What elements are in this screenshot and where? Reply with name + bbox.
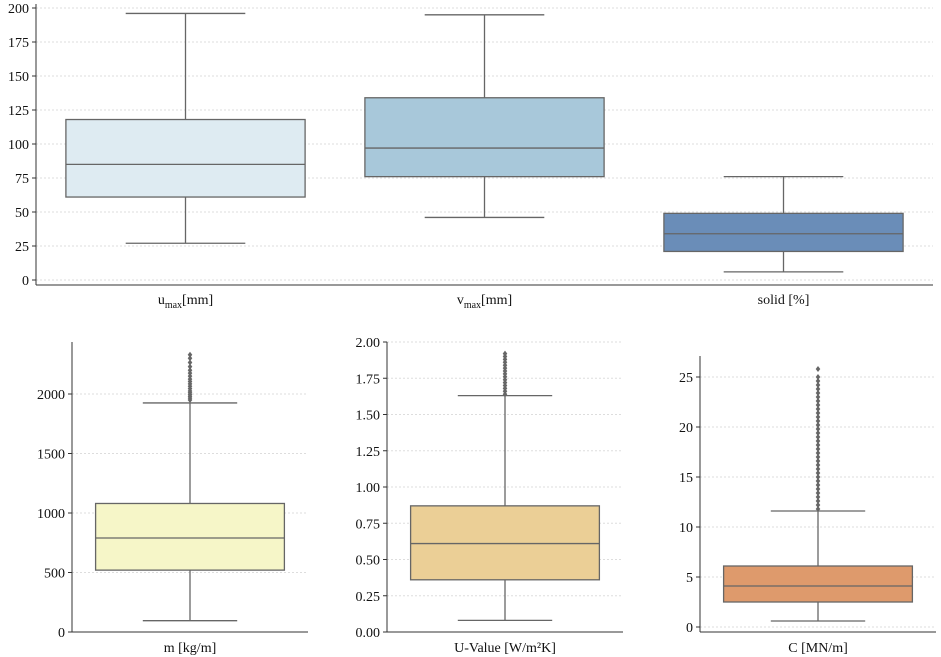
y-tick-label: 500 — [44, 567, 65, 582]
y-tick-label: 0 — [686, 621, 693, 636]
chart-panel-4: 0 5 10 15 20 25 C [MN/m] — [679, 356, 936, 656]
y-tick-label: 0.75 — [356, 517, 381, 532]
y-tick-label: 50 — [15, 206, 29, 221]
outlier-point — [815, 402, 821, 408]
outlier-point — [815, 466, 821, 472]
chart-panel-3: 0.00 0.25 0.50 0.75 1.00 1.25 1.50 1.75 2.00 U-Va… — [356, 336, 623, 656]
y-tick-label: 100 — [8, 138, 29, 153]
x-category-label: umax[mm] — [158, 293, 213, 311]
y-tick-label: 0.00 — [356, 626, 381, 641]
y-tick-label: 1500 — [37, 448, 65, 463]
box-iqr — [722, 565, 914, 603]
y-tick-label: 25 — [15, 240, 29, 255]
outlier-point — [187, 359, 193, 366]
outlier-point — [815, 486, 821, 492]
box-group — [364, 14, 605, 219]
y-tick-label: 1.50 — [356, 409, 381, 424]
box-group — [663, 175, 904, 273]
outlier-point — [815, 446, 821, 452]
box-group — [65, 12, 306, 244]
outlier-point — [815, 378, 821, 384]
y-tick-label: 5 — [686, 571, 693, 586]
y-tick-label: 0.50 — [356, 554, 381, 569]
y-tick-label: 0.25 — [356, 590, 381, 605]
x-category-label: solid [%] — [758, 293, 810, 308]
y-tick-label: 1.75 — [356, 372, 381, 387]
box-group — [722, 366, 914, 622]
outlier-point — [815, 442, 821, 448]
chart-panel-2: 0 500 1000 1500 2000 m [kg/m] — [37, 342, 308, 656]
outlier-point — [815, 454, 821, 460]
y-tick-label: 10 — [679, 521, 693, 536]
outlier-point — [815, 438, 821, 444]
outlier-point — [815, 478, 821, 484]
outlier-point — [815, 398, 821, 404]
y-tick-label: 75 — [15, 172, 29, 187]
x-category-label: U-Value [W/m²K] — [454, 641, 556, 656]
y-tick-label: 0 — [22, 274, 29, 289]
outlier-point — [815, 434, 821, 440]
box-group — [409, 350, 601, 622]
outlier-point — [815, 374, 821, 380]
box-iqr — [663, 212, 904, 253]
outlier-point — [815, 394, 821, 400]
outlier-point — [502, 350, 508, 357]
x-category-label: vmax[mm] — [457, 293, 512, 311]
outlier-point — [815, 390, 821, 396]
outlier-point — [815, 406, 821, 412]
outlier-point — [187, 355, 193, 362]
y-tick-label: 125 — [8, 104, 29, 119]
outlier-point — [815, 474, 821, 480]
outlier-point — [815, 498, 821, 504]
outlier-point — [815, 430, 821, 436]
outlier-point — [815, 426, 821, 432]
outlier-point — [815, 386, 821, 392]
y-tick-label: 150 — [8, 70, 29, 85]
y-tick-label: 1000 — [37, 507, 65, 522]
box-iqr — [364, 97, 605, 178]
y-tick-label: 1.00 — [356, 481, 381, 496]
y-tick-label: 25 — [679, 371, 693, 386]
y-tick-label: 0 — [58, 626, 65, 641]
outlier-point — [815, 502, 821, 508]
outlier-point — [815, 462, 821, 468]
outlier-point — [815, 414, 821, 420]
outlier-point — [187, 363, 193, 370]
y-tick-label: 20 — [679, 421, 693, 436]
box-iqr — [65, 118, 306, 198]
outlier-point — [815, 470, 821, 476]
outlier-point — [815, 458, 821, 464]
outlier-point — [815, 482, 821, 488]
outlier-point — [815, 366, 821, 372]
outlier-point — [815, 450, 821, 456]
y-tick-label: 15 — [679, 471, 693, 486]
outlier-point — [187, 367, 193, 374]
box-iqr — [409, 505, 601, 581]
x-category-label: m [kg/m] — [164, 641, 217, 656]
outlier-point — [815, 422, 821, 428]
box-iqr — [94, 502, 286, 571]
y-tick-label: 1.25 — [356, 445, 381, 460]
y-tick-label: 200 — [8, 2, 29, 17]
outlier-point — [815, 410, 821, 416]
y-tick-label: 2.00 — [356, 336, 381, 351]
box-group — [94, 351, 286, 622]
outlier-point — [815, 382, 821, 388]
outlier-point — [187, 351, 193, 358]
chart-panel-1: 0 25 50 75 100 125 150 175 200 umax[mm] vmax[mm] so… — [8, 2, 933, 311]
y-tick-label: 175 — [8, 36, 29, 51]
y-tick-label: 2000 — [37, 388, 65, 403]
outlier-point — [815, 490, 821, 496]
x-category-label: C [MN/m] — [788, 641, 848, 656]
outlier-point — [815, 418, 821, 424]
outlier-point — [815, 506, 821, 512]
outlier-point — [815, 494, 821, 500]
